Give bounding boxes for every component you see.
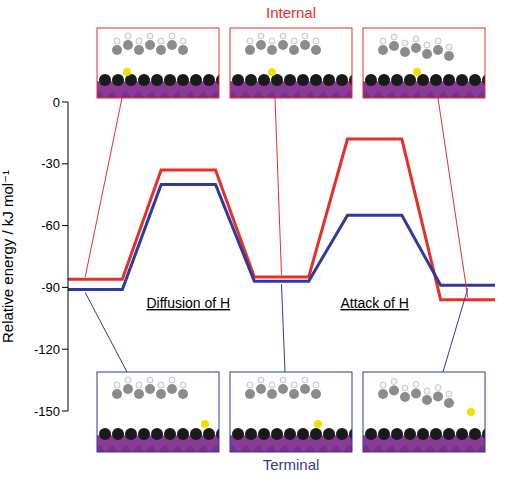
svg-text:Relative energy / kJ mol⁻¹: Relative energy / kJ mol⁻¹ [0,170,16,343]
svg-text:-30: -30 [41,156,60,171]
svg-text:-90: -90 [41,280,60,295]
svg-text:Internal: Internal [266,4,316,21]
svg-text:Terminal: Terminal [263,456,320,473]
svg-text:-150: -150 [34,404,60,419]
svg-text:-120: -120 [34,342,60,357]
svg-text:Diffusion of H: Diffusion of H [146,295,230,311]
svg-text:0: 0 [53,95,60,110]
svg-text:-60: -60 [41,218,60,233]
svg-text:Attack of H: Attack of H [340,295,408,311]
